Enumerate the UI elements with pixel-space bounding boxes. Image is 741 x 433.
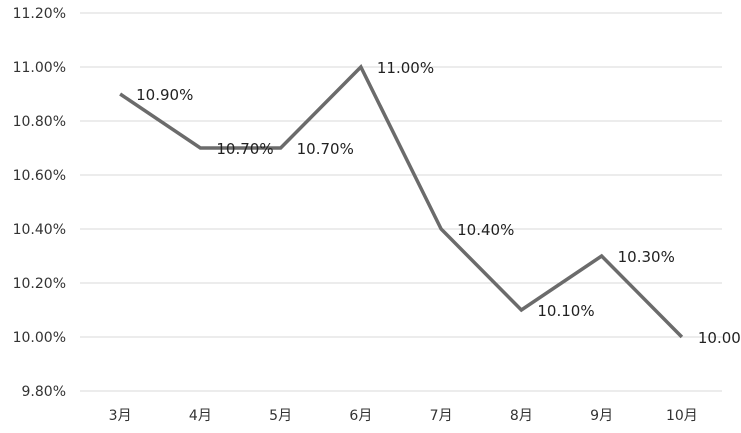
data-label: 10.10% — [537, 302, 594, 320]
data-label: 10.40% — [457, 221, 514, 239]
data-label: 10.30% — [618, 248, 675, 266]
y-tick-label: 9.80% — [22, 384, 66, 400]
x-tick-label: 6月 — [349, 408, 372, 424]
data-label: 10.90% — [136, 86, 193, 104]
x-tick-label: 3月 — [109, 408, 132, 424]
y-tick-label: 10.60% — [13, 168, 66, 184]
x-tick-label: 8月 — [510, 408, 533, 424]
x-tick-label: 5月 — [269, 408, 292, 424]
data-label: 10.70% — [216, 140, 273, 158]
x-tick-label: 10月 — [666, 408, 698, 424]
y-axis: 9.80% 10.00% 10.20% 10.40% 10.60% 10.80% 11.00… — [13, 6, 66, 400]
series-line — [119, 64, 684, 339]
data-label: 11.00% — [377, 59, 434, 77]
y-tick-label: 11.20% — [13, 6, 66, 22]
y-tick-label: 11.00% — [13, 60, 66, 76]
data-label: 10.70% — [297, 140, 354, 158]
y-tick-label: 10.40% — [13, 222, 66, 238]
data-labels: 10.90% 10.70% 10.70% 11.00% 10.40% 10.10% 10.3… — [136, 59, 741, 347]
x-tick-label: 7月 — [430, 408, 453, 424]
y-tick-label: 10.80% — [13, 114, 66, 130]
gridlines — [80, 12, 722, 392]
x-tick-label: 9月 — [590, 408, 613, 424]
series-group — [119, 64, 684, 339]
x-tick-label: 4月 — [189, 408, 212, 424]
y-tick-label: 10.00% — [13, 330, 66, 346]
y-tick-label: 10.20% — [13, 276, 66, 292]
data-label: 10.00% — [698, 329, 741, 347]
x-axis: 3月 4月 5月 6月 7月 8月 9月 10月 — [109, 408, 698, 424]
